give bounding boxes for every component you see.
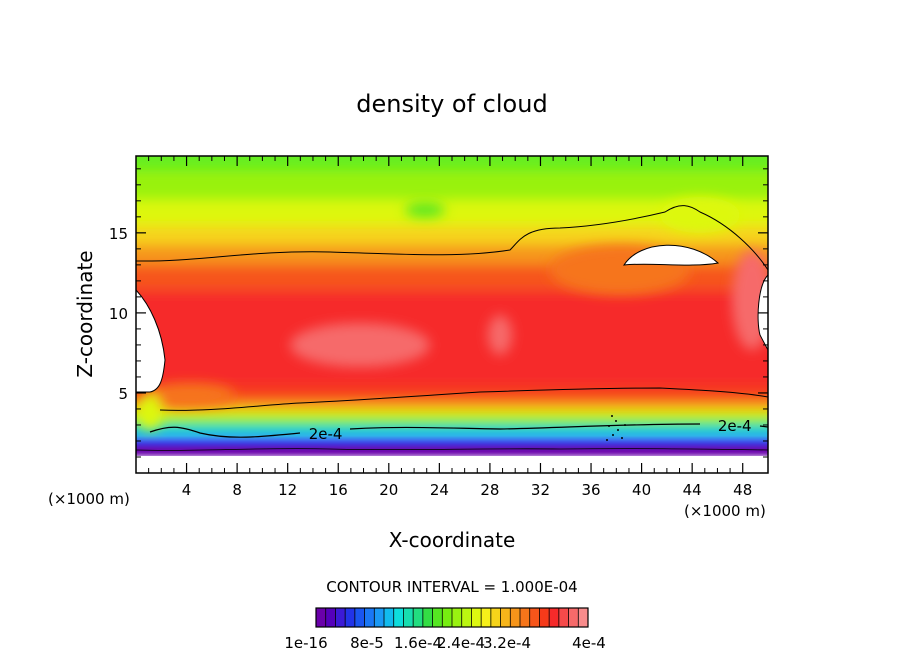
x-tick-label: 48	[733, 481, 752, 499]
colorbar-tick-label: 1.6e-4	[394, 634, 442, 652]
x-axis-unit-left: (×1000 m)	[48, 490, 130, 508]
x-tick-label: 4	[182, 481, 192, 499]
band-cyan-lower	[136, 426, 768, 436]
colorbar-swatch	[413, 608, 424, 627]
colorbar-swatch	[403, 608, 414, 627]
band-purple-base	[136, 446, 768, 456]
colorbar-swatch	[549, 608, 560, 627]
x-tick-label: 8	[232, 481, 242, 499]
colorbar-swatch	[520, 608, 531, 627]
colorbar-swatch	[471, 608, 482, 627]
colorbar-swatch	[432, 608, 443, 627]
colorbar-swatch	[393, 608, 404, 627]
x-tick-label: 32	[531, 481, 550, 499]
colorbar-swatch	[452, 608, 463, 627]
colorbar-tick-label: 8e-5	[350, 634, 384, 652]
plot-area	[136, 156, 768, 473]
contour-interval-text: CONTOUR INTERVAL = 1.000E-04	[326, 578, 577, 596]
colorbar-swatch	[316, 608, 327, 627]
colorbar-swatch	[325, 608, 336, 627]
x-tick-label: 40	[632, 481, 651, 499]
green-patch	[405, 203, 445, 217]
colorbar-swatch	[335, 608, 346, 627]
contour-base	[136, 448, 768, 451]
colorbar-swatch	[442, 608, 453, 627]
x-tick-label: 44	[683, 481, 702, 499]
colorbar-swatch	[422, 608, 433, 627]
y-tick-label: 15	[109, 225, 128, 243]
core-highlight-left	[290, 323, 430, 367]
colorbar-swatch	[500, 608, 511, 627]
field-bg-bottom	[136, 456, 768, 473]
dotted-cell	[606, 415, 626, 441]
white-gap-upper-right	[623, 244, 720, 266]
y-axis-title: Z-coordinate	[73, 250, 97, 377]
core-highlight-mid	[488, 315, 512, 355]
colorbar-swatch	[578, 608, 589, 627]
contour-lower-upper	[159, 387, 768, 411]
y-tick-label: 10	[109, 305, 128, 323]
x-tick-label: 24	[430, 481, 449, 499]
colorbar-swatch	[568, 608, 579, 627]
x-axis: 4 8 12 16 20 24 28 32 36 40 44 48	[148, 156, 752, 499]
x-tick-label: 28	[480, 481, 499, 499]
colorbar-swatch	[558, 608, 569, 627]
colorbar-swatch	[354, 608, 365, 627]
contour-2e-4	[149, 423, 768, 438]
y-axis: 5 10 15	[109, 168, 768, 458]
x-tick-label: 36	[581, 481, 600, 499]
band-blue-lower	[136, 434, 768, 444]
y-tick-label: 5	[118, 385, 128, 403]
colorbar-tick-label: 4e-4	[572, 634, 606, 652]
contour-upper	[136, 205, 768, 271]
band-green-lower	[136, 418, 768, 428]
contour-label-left: 2e-4	[309, 425, 343, 443]
colorbar-swatch	[529, 608, 540, 627]
contour-label-right: 2e-4	[718, 417, 752, 435]
colorbar-swatch	[481, 608, 492, 627]
colorbar-labels: 1e-16 8e-5 1.6e-42.4e-43.2e-4 4e-4	[284, 634, 606, 652]
colorbar-swatch	[490, 608, 501, 627]
x-tick-label: 20	[379, 481, 398, 499]
colorbar-swatch	[374, 608, 385, 627]
chart-title: density of cloud	[356, 90, 547, 118]
colorbar	[315, 607, 589, 628]
band-blue-base	[136, 440, 768, 448]
colorbar-swatch	[384, 608, 395, 627]
upper-right-yellow	[660, 197, 740, 233]
colorbar-frame	[315, 607, 589, 628]
colorbar-tick-label: 1e-16	[284, 634, 327, 652]
band-yellow-lower	[136, 410, 768, 420]
band-red-core	[136, 290, 768, 390]
colorbar-swatch	[345, 608, 356, 627]
x-tick-label: 16	[329, 481, 348, 499]
lower-left-orange	[145, 383, 235, 407]
x-axis-unit-right: (×1000 m)	[684, 502, 766, 520]
colorbar-swatch	[364, 608, 375, 627]
colorbar-swatch	[539, 608, 550, 627]
colorbar-tick-label: 3.2e-4	[483, 634, 531, 652]
colorbar-tick-label: 2.4e-4	[437, 634, 485, 652]
white-gap-left	[136, 289, 166, 393]
colorbar-swatch	[461, 608, 472, 627]
left-edge-yellow	[138, 394, 162, 430]
colorbar-swatch	[510, 608, 521, 627]
x-tick-label: 12	[278, 481, 297, 499]
x-axis-title: X-coordinate	[389, 528, 516, 552]
